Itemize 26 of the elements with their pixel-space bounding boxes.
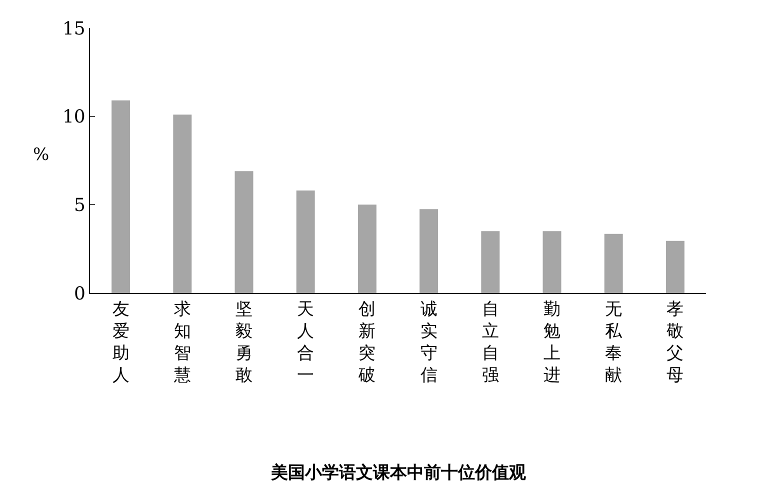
x-tick-label: 诚实守信: [420, 299, 438, 386]
bar: [666, 240, 684, 293]
bar: [542, 231, 562, 293]
x-tick-label: 勤勉上进: [544, 299, 560, 386]
y-tick-label: 15: [62, 18, 86, 40]
bar: [296, 190, 315, 293]
bar: [604, 234, 623, 293]
x-tick-label: 自立自强: [482, 299, 499, 386]
y-tick-label: 5: [74, 194, 86, 216]
x-tick-label: 友爱助人: [112, 299, 130, 386]
x-tick-label: 无私奉献: [605, 299, 624, 386]
x-tick-label: 孝敬父母: [666, 299, 684, 386]
y-tick-label: 10: [62, 106, 86, 128]
x-tick-label: 求知智慧: [172, 299, 191, 386]
bar: [112, 100, 130, 293]
x-tick-label: 坚毅勇敢: [236, 299, 252, 386]
bar: [420, 209, 438, 293]
bar: [358, 204, 376, 293]
y-axis-title: %: [33, 145, 50, 165]
y-tick-label: 0: [74, 283, 86, 304]
x-tick-label: 天人合一: [297, 299, 314, 386]
bar: [173, 114, 192, 293]
bar: [481, 231, 500, 293]
x-tick-label: 创新突破: [358, 299, 376, 386]
bar: [234, 171, 254, 293]
text: 美国小学语文课本中前十位价值观: [270, 463, 527, 483]
